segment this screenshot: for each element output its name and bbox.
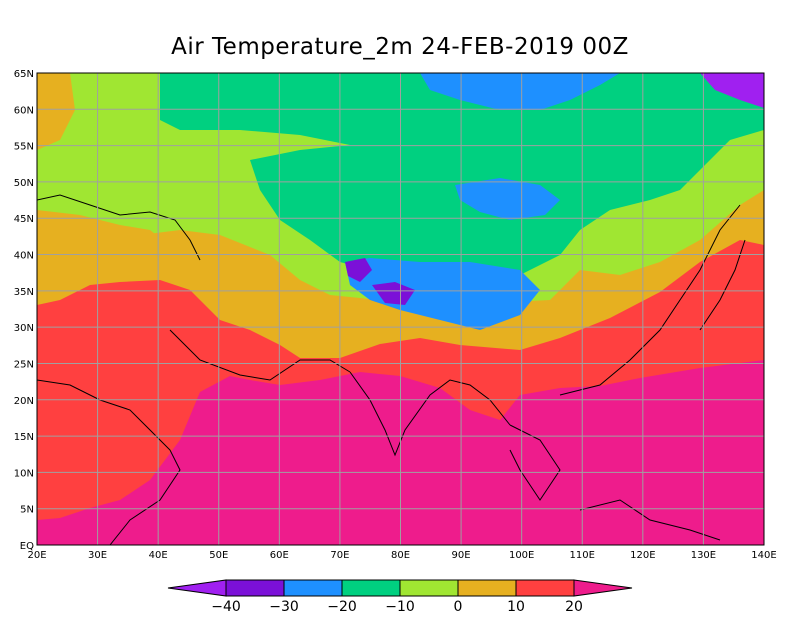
colorbar-segment [515,579,575,597]
colorbar: −40 −30 −20 −10 0 10 20 [167,579,633,615]
band-iberia-warm [37,73,75,150]
lon-tick-label: 30E [88,550,107,561]
lat-tick-label: 25N [14,359,34,370]
lon-tick-label: 50E [209,550,228,561]
band-below-neg40 [700,73,764,108]
lat-tick-label: 55N [14,142,34,153]
chart-title: Air Temperature_2m 24-FEB-2019 00Z [171,34,629,60]
lon-tick-label: 140E [751,550,776,561]
lon-tick-label: 130E [691,550,716,561]
colorbar-label: −40 [211,599,241,615]
colorbar-label: −20 [327,599,357,615]
lon-tick-label: 20E [27,550,46,561]
lat-tick-label: 15N [14,432,34,443]
lat-tick-label: EQ [20,541,34,552]
latitude-labels: EQ 5N 10N 15N 20N 25N 30N 35N 40N 45N 50N 55N 60N 65N [14,69,34,552]
band-neg30-neg20-mongolia [455,178,560,220]
colorbar-segment [399,579,459,597]
band-neg40-neg30-karakoram [345,258,372,282]
lon-tick-label: 90E [452,550,471,561]
lat-tick-label: 60N [14,105,34,116]
map-frame [36,72,765,546]
lat-tick-label: 45N [14,214,34,225]
lat-tick-label: 20N [14,396,34,407]
colorbar-label: −10 [385,599,415,615]
lat-tick-label: 30N [14,323,34,334]
band-neg40-neg30-himalaya [372,282,415,305]
colorbar-segment [225,579,285,597]
colorbar-segment [341,579,401,597]
lat-tick-label: 5N [20,505,34,516]
lon-tick-label: 60E [270,550,289,561]
lon-tick-label: 70E [330,550,349,561]
colorbar-segment [167,579,227,597]
lon-tick-label: 110E [570,550,595,561]
lat-tick-label: 50N [14,178,34,189]
band-neg30-neg20-north [420,73,620,110]
lon-tick-label: 80E [391,550,410,561]
colorbar-label: −30 [269,599,299,615]
colorbar-label: 20 [565,599,583,615]
lon-tick-label: 100E [509,550,534,561]
band-neg30-neg20-tibet [345,258,540,330]
band-neg20-neg10 [160,73,764,285]
lat-tick-label: 65N [14,69,34,80]
colorbar-segment [457,579,517,597]
lat-tick-label: 40N [14,251,34,262]
colorbar-segment [573,579,633,597]
coastlines [37,194,746,545]
colorbar-segment [283,579,343,597]
lat-tick-label: 10N [14,468,34,479]
longitude-labels: 20E 30E 40E 50E 60E 70E 80E 90E 100E 110E 120E 130E… [27,550,776,561]
lon-tick-label: 120E [630,550,655,561]
lon-tick-label: 40E [149,550,168,561]
lat-tick-label: 35N [14,287,34,298]
colorbar-label: 10 [507,599,525,615]
colorbar-label: 0 [454,599,463,615]
